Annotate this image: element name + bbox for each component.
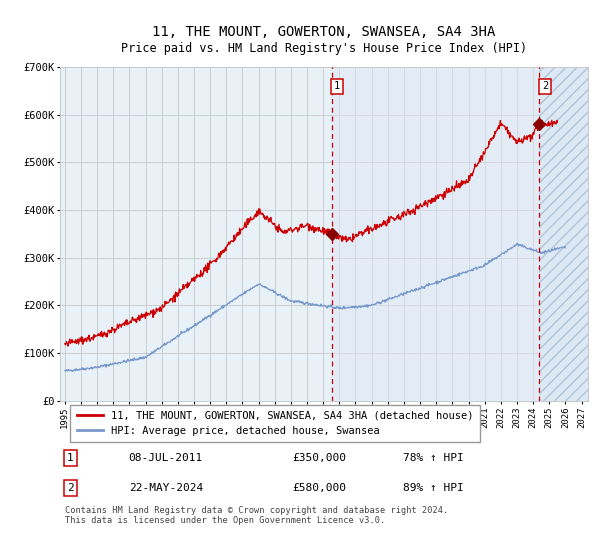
Text: 08-JUL-2011: 08-JUL-2011 xyxy=(128,453,203,463)
Text: 1: 1 xyxy=(334,81,340,91)
Text: 1: 1 xyxy=(67,453,74,463)
Text: £350,000: £350,000 xyxy=(292,453,346,463)
Text: 22-MAY-2024: 22-MAY-2024 xyxy=(128,483,203,493)
Bar xyxy=(539,67,590,400)
Text: £580,000: £580,000 xyxy=(292,483,346,493)
Legend: 11, THE MOUNT, GOWERTON, SWANSEA, SA4 3HA (detached house), HPI: Average price, : 11, THE MOUNT, GOWERTON, SWANSEA, SA4 3H… xyxy=(70,404,480,442)
Text: 2: 2 xyxy=(542,81,548,91)
Text: 11, THE MOUNT, GOWERTON, SWANSEA, SA4 3HA: 11, THE MOUNT, GOWERTON, SWANSEA, SA4 3H… xyxy=(152,25,496,39)
Bar xyxy=(332,67,539,400)
Text: Price paid vs. HM Land Registry's House Price Index (HPI): Price paid vs. HM Land Registry's House … xyxy=(121,42,527,55)
Text: 89% ↑ HPI: 89% ↑ HPI xyxy=(403,483,464,493)
Text: Contains HM Land Registry data © Crown copyright and database right 2024.
This d: Contains HM Land Registry data © Crown c… xyxy=(65,506,449,525)
Text: 2: 2 xyxy=(67,483,74,493)
Text: 78% ↑ HPI: 78% ↑ HPI xyxy=(403,453,464,463)
